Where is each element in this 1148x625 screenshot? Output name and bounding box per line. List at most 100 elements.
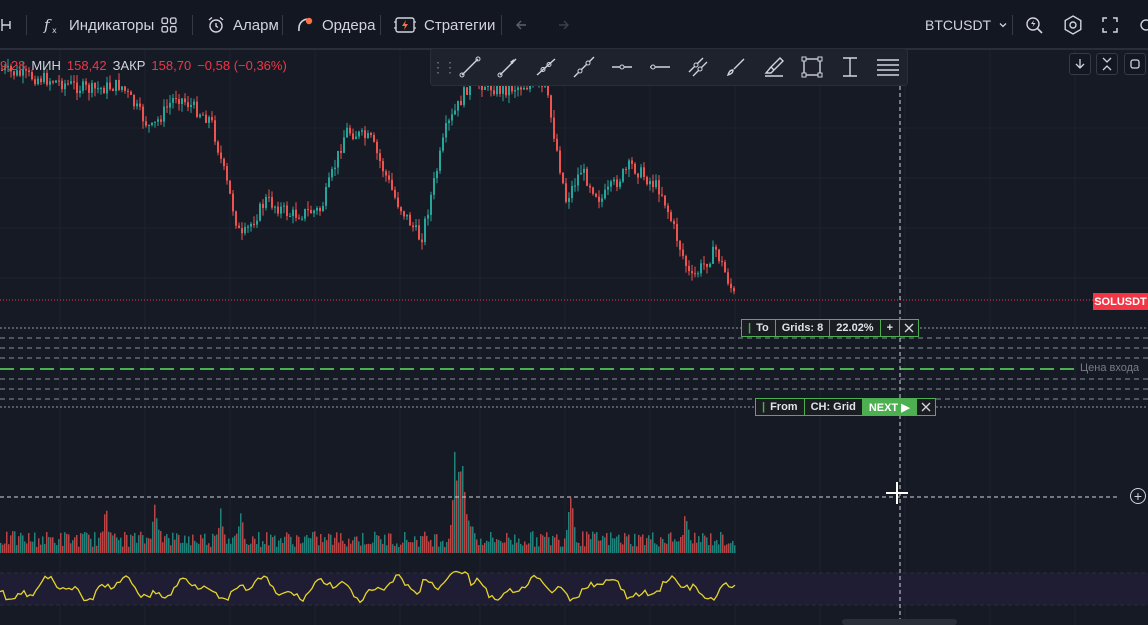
rectangle-tool[interactable]	[793, 49, 831, 85]
extended-line-icon	[573, 56, 595, 78]
compare-icon	[0, 15, 14, 35]
alarm-clock-icon	[206, 15, 226, 35]
time-scrollbar[interactable]	[842, 619, 957, 625]
rectangle-icon	[801, 56, 823, 78]
legend-close-label: ЗАКР	[112, 58, 146, 73]
grid-from-close-button[interactable]	[917, 399, 935, 415]
grid-count: Grids: 8	[776, 320, 831, 336]
volume-series	[0, 451, 736, 553]
info-line-tool[interactable]	[527, 49, 565, 85]
toolbar-separator	[282, 15, 283, 35]
strategies-button[interactable]: Стратегии	[393, 0, 495, 50]
parallel-channel-tool[interactable]	[679, 49, 717, 85]
grid-layout-icon	[160, 16, 178, 34]
fullscreen-button[interactable]	[1100, 0, 1120, 50]
legend-close-value: 158,70	[151, 58, 192, 73]
toolbar-separator	[501, 15, 502, 35]
undo-button[interactable]	[515, 0, 533, 50]
legend-first-value: 9,28	[0, 58, 26, 73]
orders-icon	[295, 15, 315, 35]
legend-change: −0,58 (−0,36%)	[197, 58, 287, 73]
parallel-channel-icon	[688, 57, 708, 77]
highlighter-icon	[764, 57, 784, 77]
ohlc-legend: 9,28 МИН 158,42 ЗАКР 158,70 −0,58 (−0,36…	[0, 58, 287, 73]
drag-handle-icon[interactable]: ⋮⋮	[431, 58, 457, 75]
grid-from-panel[interactable]: | From CH: Grid NEXT ▶	[755, 398, 936, 416]
toolbar-separator	[1012, 15, 1013, 35]
orders-label: Ордера	[322, 16, 376, 34]
restore-button[interactable]	[1124, 53, 1146, 75]
strategy-bolt-icon	[393, 15, 417, 35]
extended-line-tool[interactable]	[565, 49, 603, 85]
horizontal-ray-icon	[612, 64, 632, 70]
toolbar-separator	[380, 15, 381, 35]
symbol-selector[interactable]: BTCUSDT	[925, 0, 1008, 50]
alarm-label: Аларм	[233, 16, 279, 34]
grid-next-button[interactable]: NEXT ▶	[862, 399, 917, 415]
info-line-icon	[536, 58, 556, 76]
ray-tool[interactable]	[489, 49, 527, 85]
horizontal-line-icon	[650, 64, 670, 70]
menu-lines-icon	[877, 59, 899, 76]
toolbar-separator	[192, 15, 193, 35]
horizontal-line-tool[interactable]	[641, 49, 679, 85]
arrow-down-icon	[1075, 59, 1085, 69]
symbol-label: BTCUSDT	[925, 17, 992, 33]
legend-low-label: МИН	[31, 58, 61, 73]
search-lightning-icon	[1024, 15, 1044, 35]
toolbar-separator	[26, 15, 27, 35]
camera-icon	[1136, 15, 1148, 35]
grid-percent: 22.02%	[830, 320, 881, 336]
grid-from-label: | From	[756, 399, 805, 415]
orders-button[interactable]: Ордера	[295, 0, 375, 50]
close-icon	[921, 402, 931, 412]
brush-tool[interactable]	[717, 49, 755, 85]
redo-icon	[552, 16, 570, 34]
scroll-to-latest-button[interactable]	[1069, 53, 1091, 75]
oscillator-pane	[0, 573, 1148, 605]
grid-to-close-button[interactable]	[900, 320, 918, 336]
svg-text:f: f	[43, 16, 52, 34]
brush-icon	[726, 58, 745, 77]
chevron-down-icon	[998, 20, 1008, 30]
trend-line-tool[interactable]	[451, 49, 489, 85]
more-tools-button[interactable]	[869, 49, 907, 85]
undo-icon	[515, 16, 533, 34]
add-alert-plus-icon[interactable]: +	[1130, 488, 1146, 504]
collapse-icon	[1102, 57, 1112, 71]
crosshair-cursor-icon	[886, 482, 908, 504]
price-chart[interactable]	[0, 50, 1148, 625]
ray-icon	[497, 58, 517, 78]
indicators-label: Индикаторы	[69, 16, 155, 34]
redo-button[interactable]	[552, 0, 570, 50]
settings-button[interactable]	[1062, 0, 1084, 50]
grid-add-button[interactable]: +	[881, 320, 901, 336]
candlestick-series	[1, 58, 735, 295]
quick-search-button[interactable]	[1024, 0, 1044, 50]
legend-low-value: 158,42	[66, 58, 107, 73]
svg-text:x: x	[52, 26, 57, 35]
oscillator-line	[0, 570, 736, 604]
close-icon	[904, 323, 914, 333]
camera-button[interactable]	[1136, 0, 1148, 50]
grid-to-label: | To	[742, 320, 776, 336]
compare-button[interactable]	[0, 0, 14, 50]
fullscreen-icon	[1100, 15, 1120, 35]
templates-button[interactable]	[160, 0, 178, 50]
entry-price-label: Цена входа	[1080, 362, 1140, 374]
collapse-button[interactable]	[1096, 53, 1118, 75]
horizontal-ray-tool[interactable]	[603, 49, 641, 85]
highlighter-tool[interactable]	[755, 49, 793, 85]
grid-levels	[0, 337, 1148, 400]
grid-channel-label: CH: Grid	[805, 399, 863, 415]
restore-icon	[1130, 59, 1140, 69]
strategies-label: Стратегии	[424, 16, 496, 34]
alarm-button[interactable]: Аларм	[206, 0, 279, 50]
drawing-toolbar[interactable]: ⋮⋮	[430, 48, 908, 86]
text-cursor-icon	[843, 57, 857, 77]
text-tool[interactable]	[831, 49, 869, 85]
grid-to-panel[interactable]: | To Grids: 8 22.02% +	[741, 319, 920, 337]
